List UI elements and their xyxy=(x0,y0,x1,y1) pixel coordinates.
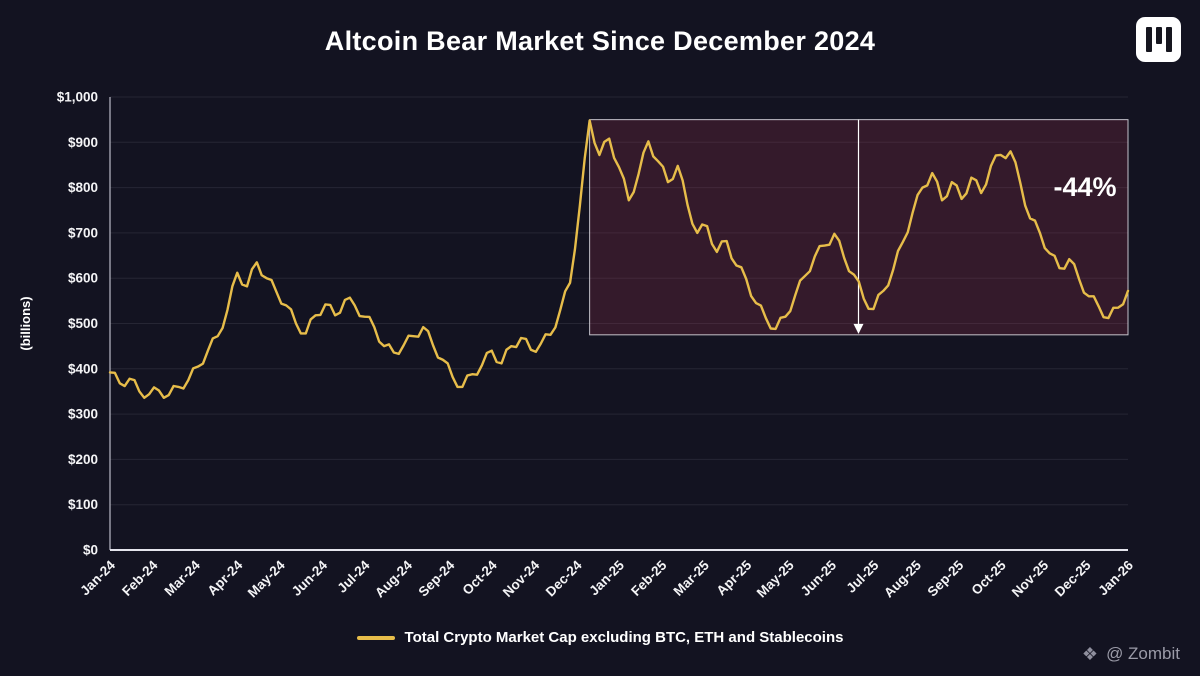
watermark: ❖ @ Zombit xyxy=(1082,644,1180,664)
svg-text:Apr-24: Apr-24 xyxy=(205,557,246,598)
svg-text:Feb-25: Feb-25 xyxy=(628,557,670,599)
svg-text:$200: $200 xyxy=(68,452,98,467)
svg-text:May-24: May-24 xyxy=(245,557,288,600)
chart-title: Altcoin Bear Market Since December 2024 xyxy=(324,26,876,56)
svg-text:$600: $600 xyxy=(68,271,98,286)
svg-text:Jul-24: Jul-24 xyxy=(334,557,373,596)
legend: Total Crypto Market Cap excluding BTC, E… xyxy=(0,629,1200,646)
svg-text:$0: $0 xyxy=(83,543,98,558)
svg-text:Dec-24: Dec-24 xyxy=(543,557,585,599)
svg-text:Nov-24: Nov-24 xyxy=(500,557,543,600)
logo-bar-icon xyxy=(1145,27,1152,52)
svg-text:$1,000: $1,000 xyxy=(57,90,98,105)
drawdown-label: -44% xyxy=(1053,172,1117,202)
watermark-text: @ Zombit xyxy=(1106,644,1180,663)
svg-text:Feb-24: Feb-24 xyxy=(119,557,161,599)
svg-text:Aug-25: Aug-25 xyxy=(881,557,924,600)
svg-text:Jul-25: Jul-25 xyxy=(843,557,882,596)
svg-text:Jan-26: Jan-26 xyxy=(1095,557,1136,598)
svg-text:Jan-25: Jan-25 xyxy=(586,557,627,598)
svg-text:$300: $300 xyxy=(68,407,98,422)
zombit-logo-icon xyxy=(1136,17,1181,62)
svg-text:Oct-24: Oct-24 xyxy=(460,557,501,598)
svg-text:$400: $400 xyxy=(68,361,98,376)
legend-label: Total Crypto Market Cap excluding BTC, E… xyxy=(404,629,844,646)
legend-line-swatch xyxy=(356,635,395,640)
svg-text:$500: $500 xyxy=(68,316,98,331)
svg-text:Sep-25: Sep-25 xyxy=(925,557,967,599)
svg-text:May-25: May-25 xyxy=(754,557,797,600)
svg-text:Mar-24: Mar-24 xyxy=(162,557,204,599)
logo-bar-icon xyxy=(1155,27,1162,44)
svg-text:Dec-25: Dec-25 xyxy=(1052,557,1094,599)
svg-text:$100: $100 xyxy=(68,497,98,512)
svg-text:(billions): (billions) xyxy=(18,296,33,350)
svg-text:Aug-24: Aug-24 xyxy=(372,557,415,600)
svg-text:Apr-25: Apr-25 xyxy=(714,557,755,598)
binance-diamond-icon: ❖ xyxy=(1081,644,1099,664)
svg-text:$700: $700 xyxy=(68,225,98,240)
svg-text:Jan-24: Jan-24 xyxy=(77,557,118,598)
svg-text:Oct-25: Oct-25 xyxy=(969,557,1010,598)
svg-text:Nov-25: Nov-25 xyxy=(1009,557,1052,600)
svg-text:$900: $900 xyxy=(68,135,98,150)
svg-text:Mar-25: Mar-25 xyxy=(671,557,713,599)
svg-text:Jun-25: Jun-25 xyxy=(798,557,840,599)
svg-text:Jun-24: Jun-24 xyxy=(289,557,331,599)
svg-text:Sep-24: Sep-24 xyxy=(416,557,458,599)
logo-bar-icon xyxy=(1165,27,1172,52)
svg-text:$800: $800 xyxy=(68,180,98,195)
